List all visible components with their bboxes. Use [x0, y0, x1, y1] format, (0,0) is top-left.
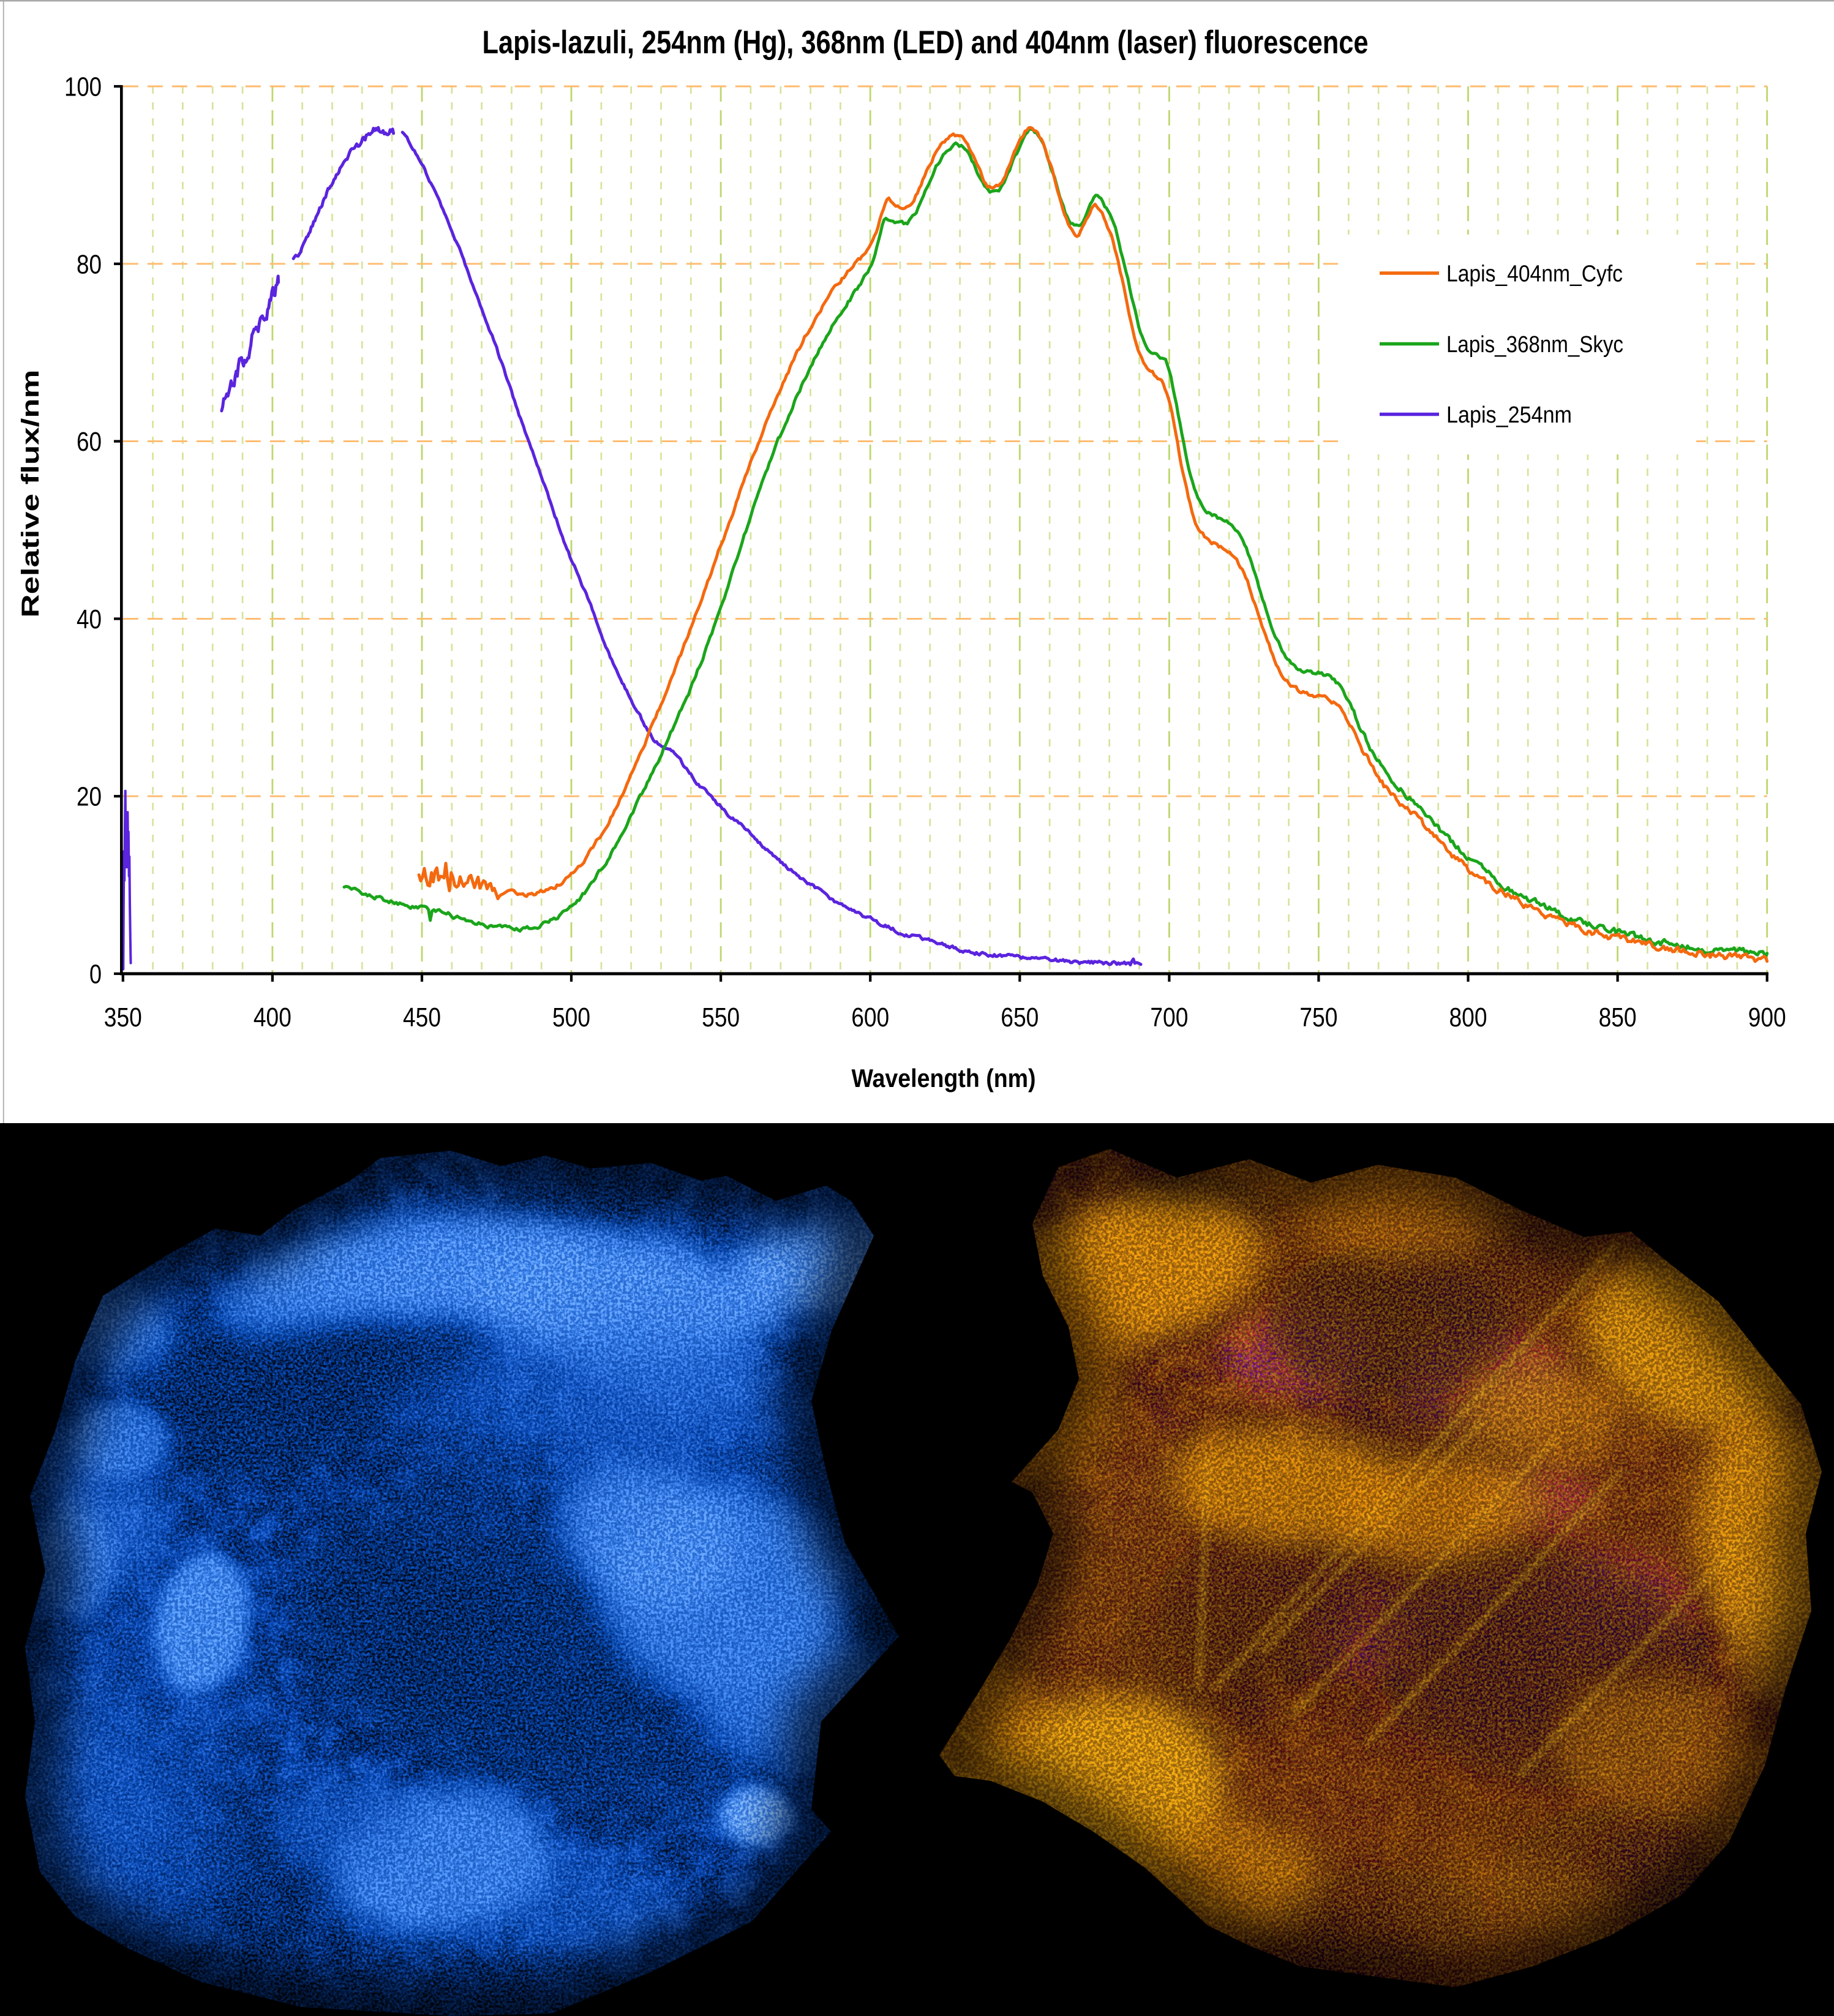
svg-text:Wavelength (nm): Wavelength (nm)	[852, 1064, 1036, 1093]
svg-text:800: 800	[1449, 1002, 1487, 1032]
svg-text:750: 750	[1299, 1002, 1337, 1032]
svg-text:900: 900	[1748, 1002, 1786, 1032]
svg-text:Lapis-lazuli, 254nm (Hg), 368n: Lapis-lazuli, 254nm (Hg), 368nm (LED) an…	[483, 24, 1369, 61]
svg-text:100: 100	[64, 72, 102, 102]
svg-text:450: 450	[403, 1002, 441, 1032]
svg-text:0: 0	[89, 960, 102, 990]
svg-text:60: 60	[77, 427, 102, 457]
svg-text:Lapis_404nm_Cyfc: Lapis_404nm_Cyfc	[1446, 261, 1623, 287]
svg-text:40: 40	[77, 604, 102, 634]
svg-text:850: 850	[1599, 1002, 1637, 1032]
svg-text:80: 80	[77, 249, 102, 279]
svg-text:600: 600	[851, 1002, 889, 1032]
svg-text:700: 700	[1150, 1002, 1188, 1032]
svg-text:650: 650	[1001, 1002, 1039, 1032]
svg-text:Relative flux/nm: Relative flux/nm	[17, 370, 44, 618]
svg-text:350: 350	[104, 1002, 142, 1032]
svg-text:400: 400	[254, 1002, 291, 1032]
svg-text:Lapis_368nm_Skyc: Lapis_368nm_Skyc	[1446, 332, 1623, 358]
svg-text:Lapis_254nm: Lapis_254nm	[1446, 402, 1572, 428]
svg-text:500: 500	[552, 1002, 590, 1032]
svg-text:20: 20	[77, 782, 102, 812]
svg-text:550: 550	[702, 1002, 740, 1032]
